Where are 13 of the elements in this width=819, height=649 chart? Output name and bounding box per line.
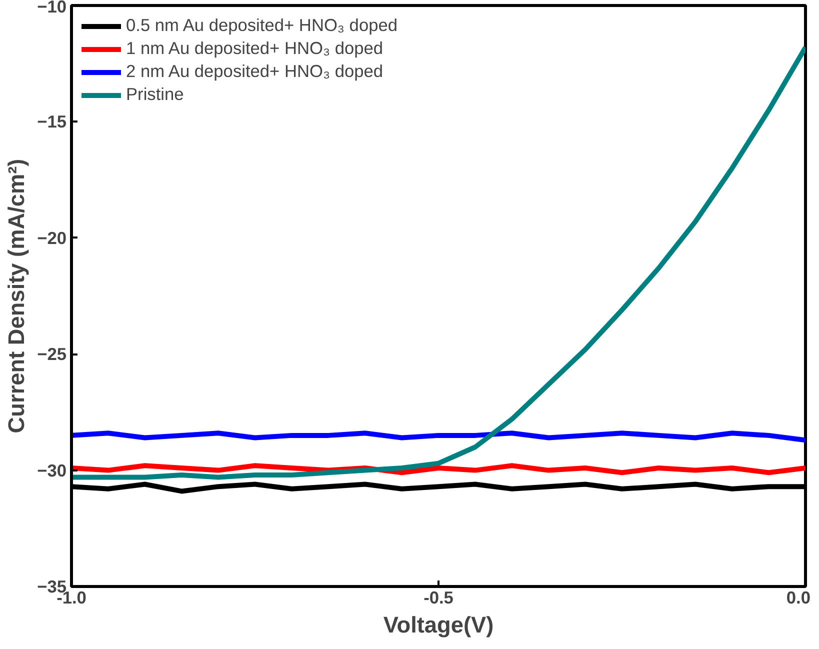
legend-label: 1 nm Au deposited+ HNO₃ doped [126,38,384,59]
legend-label: Pristine [126,84,184,105]
x-tick-label: -0.5 [424,588,454,608]
x-tick-label: 0.0 [786,588,811,608]
legend-label: 2 nm Au deposited+ HNO₃ doped [126,61,384,82]
y-axis-title: Current Density (mA/cm²) [3,158,30,434]
legend-label: 0.5 nm Au deposited+ HNO₃ doped [126,15,398,36]
y-tick-label: −10 [37,0,67,16]
y-tick-label: −15 [37,112,67,132]
y-tick-label: −25 [37,344,67,364]
x-axis-title: Voltage(V) [383,612,494,638]
y-tick-label: −20 [37,228,67,248]
y-tick-label: −30 [37,460,67,480]
